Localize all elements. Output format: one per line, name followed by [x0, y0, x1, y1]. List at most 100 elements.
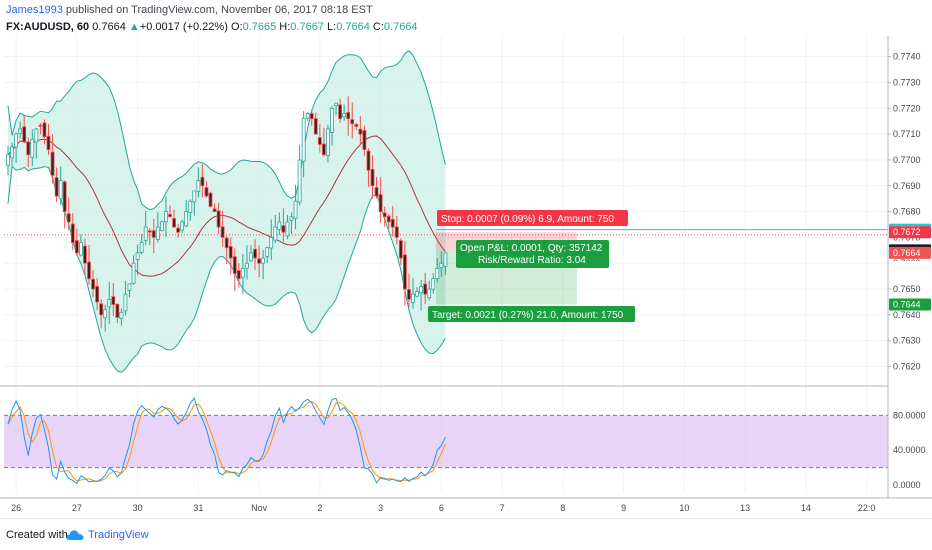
price-tick-label: 0.7680 — [893, 207, 921, 217]
candle-body — [281, 225, 286, 233]
candles — [6, 96, 448, 332]
bollinger-band-fill — [8, 50, 446, 373]
candle-body — [38, 124, 43, 127]
close-value: 0.7664 — [383, 21, 418, 33]
price-tag — [889, 298, 931, 311]
price-tag-label: 41:50 — [893, 262, 916, 272]
candle-body — [143, 226, 148, 241]
stoch-band — [4, 415, 888, 468]
candle-body — [192, 190, 197, 203]
candle-body — [159, 221, 164, 232]
candle-body — [46, 135, 51, 151]
time-tick-label: 31 — [193, 503, 203, 513]
candle-body — [309, 113, 314, 120]
stop-label-box — [437, 210, 628, 226]
candle-body — [346, 112, 351, 120]
tradingview-brand[interactable]: TradingView — [88, 529, 149, 541]
candle-body — [342, 113, 347, 118]
footer: Created with TradingView — [0, 518, 932, 550]
candle-body — [6, 154, 10, 166]
candle-body — [18, 128, 23, 134]
published-text: published on TradingView.com, November 0… — [62, 4, 373, 16]
candle-body — [427, 288, 432, 299]
legend-row: FX:AUDUSD, 60 0.7664 ▲+0.0017 (+0.22%) O… — [6, 20, 418, 34]
time-tick-label: 22:0 — [858, 503, 876, 513]
price-tick-label: 0.7700 — [893, 155, 921, 165]
candle-body — [91, 278, 95, 290]
candle-body — [127, 283, 132, 292]
candle-body — [131, 262, 136, 284]
candle-body — [176, 227, 181, 233]
candle-body — [317, 137, 322, 145]
last-price: 0.7664 — [92, 21, 126, 33]
chart-area[interactable]: 0.7740 0.7730 0.7720 0.7710 0.7700 0.7690 0.76… — [0, 36, 932, 518]
candle-body — [407, 289, 411, 300]
stop-label: Stop: 0.0007 (0.09%) 6.9, Amount: 750 — [441, 214, 614, 225]
candle-body — [50, 151, 55, 176]
candle-body — [293, 200, 298, 219]
stoch-k-line — [7, 397, 446, 485]
price-tick-label: 0.7630 — [893, 336, 921, 346]
candle-body — [184, 211, 189, 227]
candle-body — [34, 128, 39, 143]
candle-body — [374, 187, 379, 197]
candle-body — [313, 118, 318, 135]
bollinger-upper-line — [7, 50, 446, 211]
position-labels: Stop: 0.0007 (0.09%) 6.9, Amount: 750 Op… — [428, 210, 635, 322]
candle-body — [285, 221, 290, 237]
candle-body — [435, 267, 440, 279]
candle-body — [273, 226, 278, 241]
candle-body — [358, 128, 363, 135]
candle-body — [123, 293, 128, 312]
price-tag — [889, 226, 931, 239]
candle-body — [330, 107, 334, 133]
candle-body — [74, 240, 79, 254]
candle-body — [228, 246, 233, 259]
candle-body — [378, 194, 383, 212]
close-label: C: — [372, 21, 384, 33]
high-value: 0.7667 — [290, 21, 324, 33]
candle-body — [261, 257, 266, 264]
price-tag — [889, 246, 931, 259]
candle-body — [411, 293, 415, 303]
time-tick-label: 10 — [679, 503, 689, 513]
candle-body — [305, 113, 310, 119]
candle-body — [216, 210, 221, 228]
chart-header: James1993 published on TradingView.com, … — [0, 0, 932, 36]
candle-body — [350, 119, 355, 125]
candle-body — [390, 218, 395, 228]
candle-body — [172, 218, 176, 228]
time-tick-label: 3 — [378, 503, 383, 513]
chart-canvas[interactable]: 0.7740 0.7730 0.7720 0.7710 0.7700 0.7690 0.76… — [0, 36, 932, 518]
candle-body — [83, 245, 87, 264]
price-tick-label: 0.7650 — [893, 284, 921, 294]
candle-body — [87, 261, 91, 280]
low-value: 0.7664 — [336, 21, 370, 33]
price-tick-label: 0.7640 — [893, 310, 921, 320]
high-label: H: — [279, 21, 291, 33]
symbol-label[interactable]: FX:AUDUSD, 60 — [6, 21, 90, 33]
price-axis[interactable]: 0.7740 0.7730 0.7720 0.7710 0.7700 0.7690 0.76… — [887, 36, 932, 498]
author-link[interactable]: James1993 — [6, 4, 63, 16]
candle-body — [188, 200, 193, 213]
candle-body — [249, 252, 253, 262]
candle-body — [245, 262, 249, 269]
candle-body — [289, 216, 294, 222]
candle-body — [208, 192, 213, 207]
price-tick-label: 0.7730 — [893, 77, 921, 87]
candle-body — [402, 254, 407, 290]
candle-body — [431, 278, 436, 290]
time-axis[interactable]: 26 27 30 31 Nov 2 3 6 7 8 9 10 13 14 22:0 — [0, 497, 932, 513]
price-tag-label: 0.7672 — [893, 227, 921, 237]
candle-body — [14, 133, 19, 148]
candle-body — [232, 256, 237, 274]
candle-body — [423, 283, 428, 295]
tradingview-cloud-icon[interactable] — [66, 528, 84, 541]
candle-body — [301, 118, 306, 162]
open-pl-label: Open P&L: 0.0001, Qty: 357142 — [460, 243, 603, 254]
time-tick-label: 8 — [560, 503, 565, 513]
candle-body — [204, 187, 209, 197]
candle-body — [265, 247, 270, 257]
time-tick-label: 13 — [740, 503, 750, 513]
candle-body — [257, 258, 262, 264]
